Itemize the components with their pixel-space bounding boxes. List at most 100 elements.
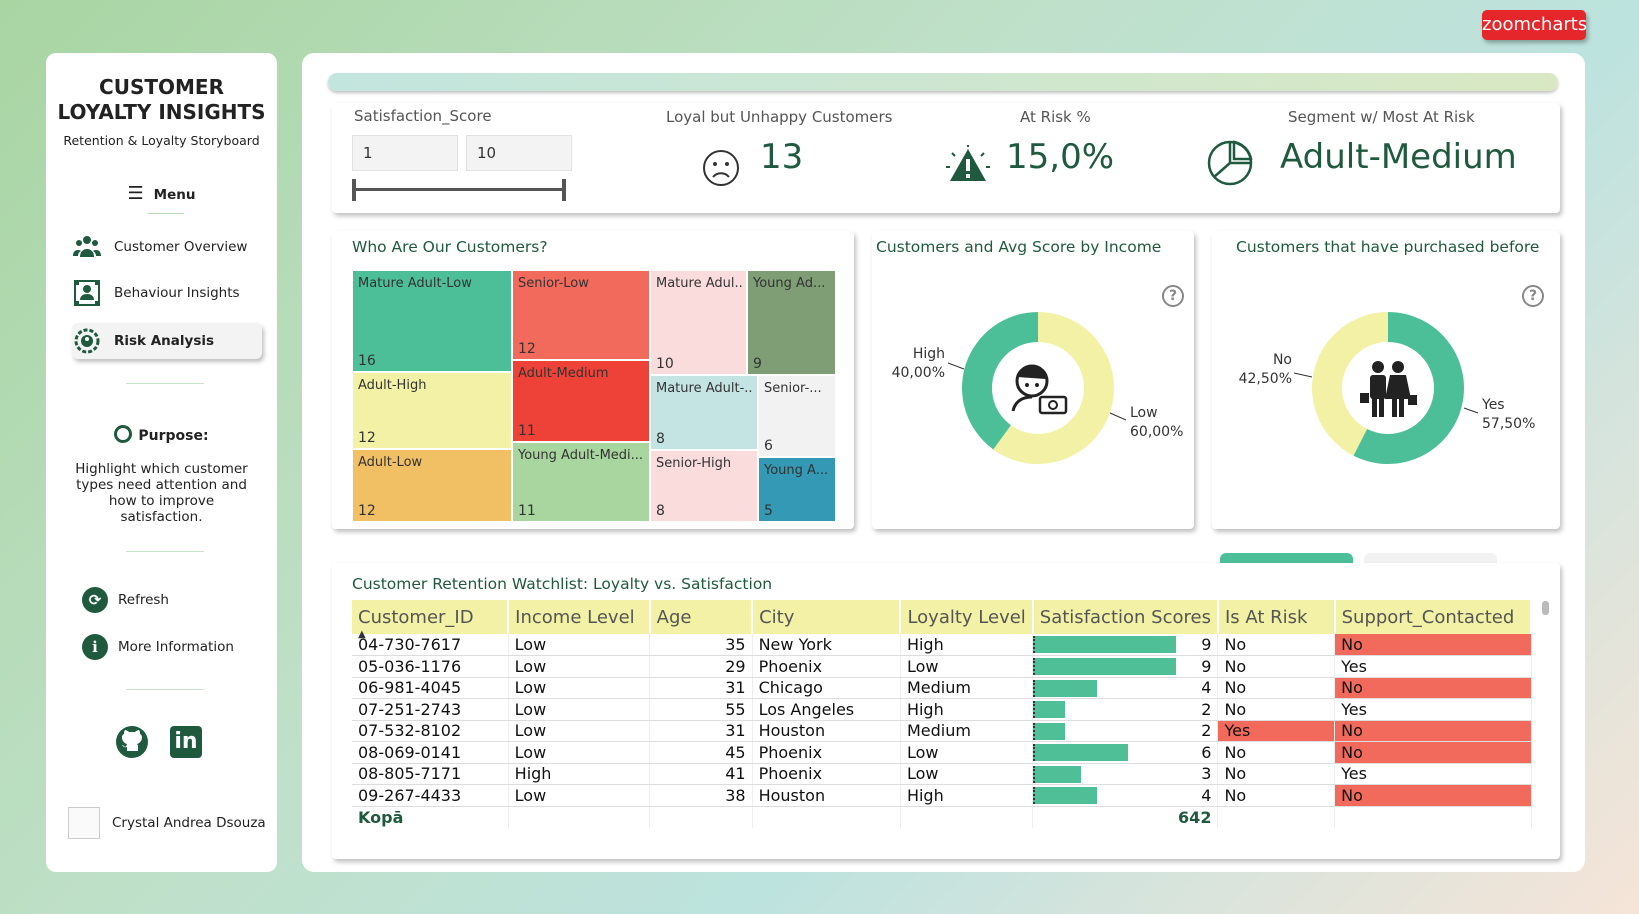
filter-max-input[interactable]: 10 <box>466 135 572 171</box>
help-icon[interactable]: ? <box>1162 285 1184 307</box>
cell-age: 31 <box>649 677 753 699</box>
cell-income: Low <box>508 634 651 656</box>
label-yes-pct: 57,50% <box>1482 416 1535 432</box>
github-icon[interactable] <box>116 726 148 758</box>
range-slider[interactable] <box>352 179 566 201</box>
author-avatar <box>68 807 100 839</box>
cell-at-risk: No <box>1217 741 1336 764</box>
cell-at-risk: No <box>1217 677 1336 699</box>
cell-at-risk: Yes <box>1217 720 1336 742</box>
hamburger-icon: ☰ <box>127 183 144 204</box>
cell-at-risk: No <box>1217 655 1336 678</box>
treemap-cell[interactable]: Senior-... 6 <box>758 375 836 457</box>
more-information-button[interactable]: i More Information <box>82 632 234 662</box>
cell-age: 45 <box>649 741 753 764</box>
cell-at-risk: No <box>1217 763 1336 785</box>
col-support-contacted[interactable]: Support_Contacted <box>1334 600 1533 634</box>
leader-line <box>1463 407 1479 414</box>
label-yes: Yes <box>1481 397 1505 413</box>
filter-min-input[interactable]: 1 <box>352 135 458 171</box>
sad-face-icon <box>702 149 740 191</box>
treemap-cell[interactable]: Mature Adul... 10 <box>650 270 747 375</box>
table-row[interactable]: 08-069-0141 Low 45 Phoenix Low 6 No No <box>352 741 1532 764</box>
risk-gear-icon <box>72 327 102 355</box>
cell-income: Low <box>508 741 651 764</box>
donut-slice-low <box>993 312 1114 464</box>
cell-income: High <box>508 763 651 785</box>
slider-handle-max[interactable] <box>562 179 566 201</box>
cell-city: Chicago <box>752 677 901 699</box>
table-row[interactable]: 07-251-2743 Low 55 Los Angeles High 2 No Yes <box>352 698 1532 721</box>
score-bar <box>1033 744 1129 761</box>
col-age[interactable]: Age <box>649 600 754 634</box>
refresh-button[interactable]: ⟳ Refresh <box>82 585 169 615</box>
author-name: Crystal Andrea Dsouza <box>112 815 266 831</box>
table-row[interactable]: 08-805-7171 High 41 Phoenix Low 3 No Yes <box>352 763 1532 785</box>
col-loyalty-level[interactable]: Loyalty Level <box>900 600 1034 634</box>
warning-icon <box>946 145 990 189</box>
treemap-cell[interactable]: Adult-Low 12 <box>352 449 512 522</box>
sidebar: CUSTOMER LOYALTY INSIGHTS Retention & Lo… <box>46 53 277 872</box>
treemap-cell[interactable]: Mature Adult-Low 16 <box>352 270 512 372</box>
table-row[interactable]: 07-532-8102 Low 31 Houston Medium 2 Yes No <box>352 720 1532 742</box>
treemap-cell[interactable]: Young Adult-Medi... 11 <box>512 442 650 522</box>
col-city[interactable]: City <box>752 600 902 634</box>
cell-customer-id: 08-805-7171 <box>352 763 509 785</box>
watchlist-title: Customer Retention Watchlist: Loyalty vs… <box>352 575 773 593</box>
treemap-cell[interactable]: Young A... 5 <box>758 457 836 522</box>
score-bar <box>1033 679 1097 697</box>
score-bar <box>1033 658 1176 675</box>
main-panel: Satisfaction_Score 1 10 Loyal but Unhapp… <box>302 53 1585 872</box>
col-satisfaction-scores[interactable]: Satisfaction Scores <box>1032 600 1219 634</box>
col-customer-id[interactable]: Customer_ID ▲ <box>352 600 510 640</box>
table-row[interactable]: 09-267-4433 Low 38 Houston High 4 No No <box>352 784 1532 807</box>
table-row[interactable]: 05-036-1176 Low 29 Phoenix Low 9 No Yes <box>352 655 1532 678</box>
menu-toggle[interactable]: ☰ Menu <box>127 183 196 204</box>
table-total-row: Kopā 642 <box>352 806 1532 828</box>
treemap-cell[interactable]: Young Ad... 9 <box>747 270 836 375</box>
divider <box>126 383 204 384</box>
score-bar <box>1033 636 1176 653</box>
cell-loyalty: High <box>900 698 1034 721</box>
treemap-cell[interactable]: Mature Adult-... 8 <box>650 375 758 450</box>
table-row[interactable]: 06-981-4045 Low 31 Chicago Medium 4 No No <box>352 677 1532 699</box>
app-title-line1: CUSTOMER <box>99 75 224 99</box>
cell-loyalty: High <box>900 634 1034 656</box>
table-scrollbar[interactable] <box>1542 601 1549 615</box>
slider-handle-min[interactable] <box>352 179 356 201</box>
cell-support: No <box>1334 634 1532 656</box>
donut-slice-no <box>1312 312 1388 456</box>
treemap-cell[interactable]: Adult-High 12 <box>352 372 512 449</box>
divider <box>126 689 204 690</box>
treemap-cell[interactable]: Senior-High 8 <box>650 450 758 522</box>
col-is-at-risk[interactable]: Is At Risk <box>1217 600 1336 634</box>
cell-support: No <box>1334 720 1532 742</box>
nav-behaviour-insights[interactable]: Behaviour Insights <box>72 275 262 311</box>
cell-satisfaction: 3 <box>1032 763 1219 785</box>
cell-income: Low <box>508 655 651 678</box>
cell-customer-id: 06-981-4045 <box>352 677 509 699</box>
label-high: High <box>913 346 945 362</box>
nav-customer-overview[interactable]: Customer Overview <box>72 229 262 265</box>
network-icon <box>72 279 102 307</box>
treemap-cell[interactable]: Senior-Low 12 <box>512 270 650 360</box>
cell-customer-id: 04-730-7617 <box>352 634 509 656</box>
leader-line <box>947 362 965 370</box>
top-bar <box>328 73 1558 91</box>
col-income-level[interactable]: Income Level <box>508 600 651 634</box>
app-title-line2: LOYALTY INSIGHTS <box>57 100 266 124</box>
cell-satisfaction: 9 <box>1032 634 1219 656</box>
cell-age: 35 <box>649 634 753 656</box>
score-bar <box>1033 722 1065 740</box>
cell-support: No <box>1334 741 1532 764</box>
cell-satisfaction: 6 <box>1032 741 1219 764</box>
pie-chart-icon <box>1206 139 1254 191</box>
donut-slice-yes <box>1353 312 1464 464</box>
loyal-unhappy-value: 13 <box>760 137 804 177</box>
table-row[interactable]: 04-730-7617 Low 35 New York High 9 No No <box>352 634 1532 656</box>
treemap-cell[interactable]: Adult-Medium 11 <box>512 360 650 442</box>
cell-at-risk: No <box>1217 634 1336 656</box>
nav-risk-analysis[interactable]: Risk Analysis <box>72 323 262 359</box>
help-icon[interactable]: ? <box>1522 285 1544 307</box>
linkedin-icon[interactable]: in <box>170 726 202 758</box>
